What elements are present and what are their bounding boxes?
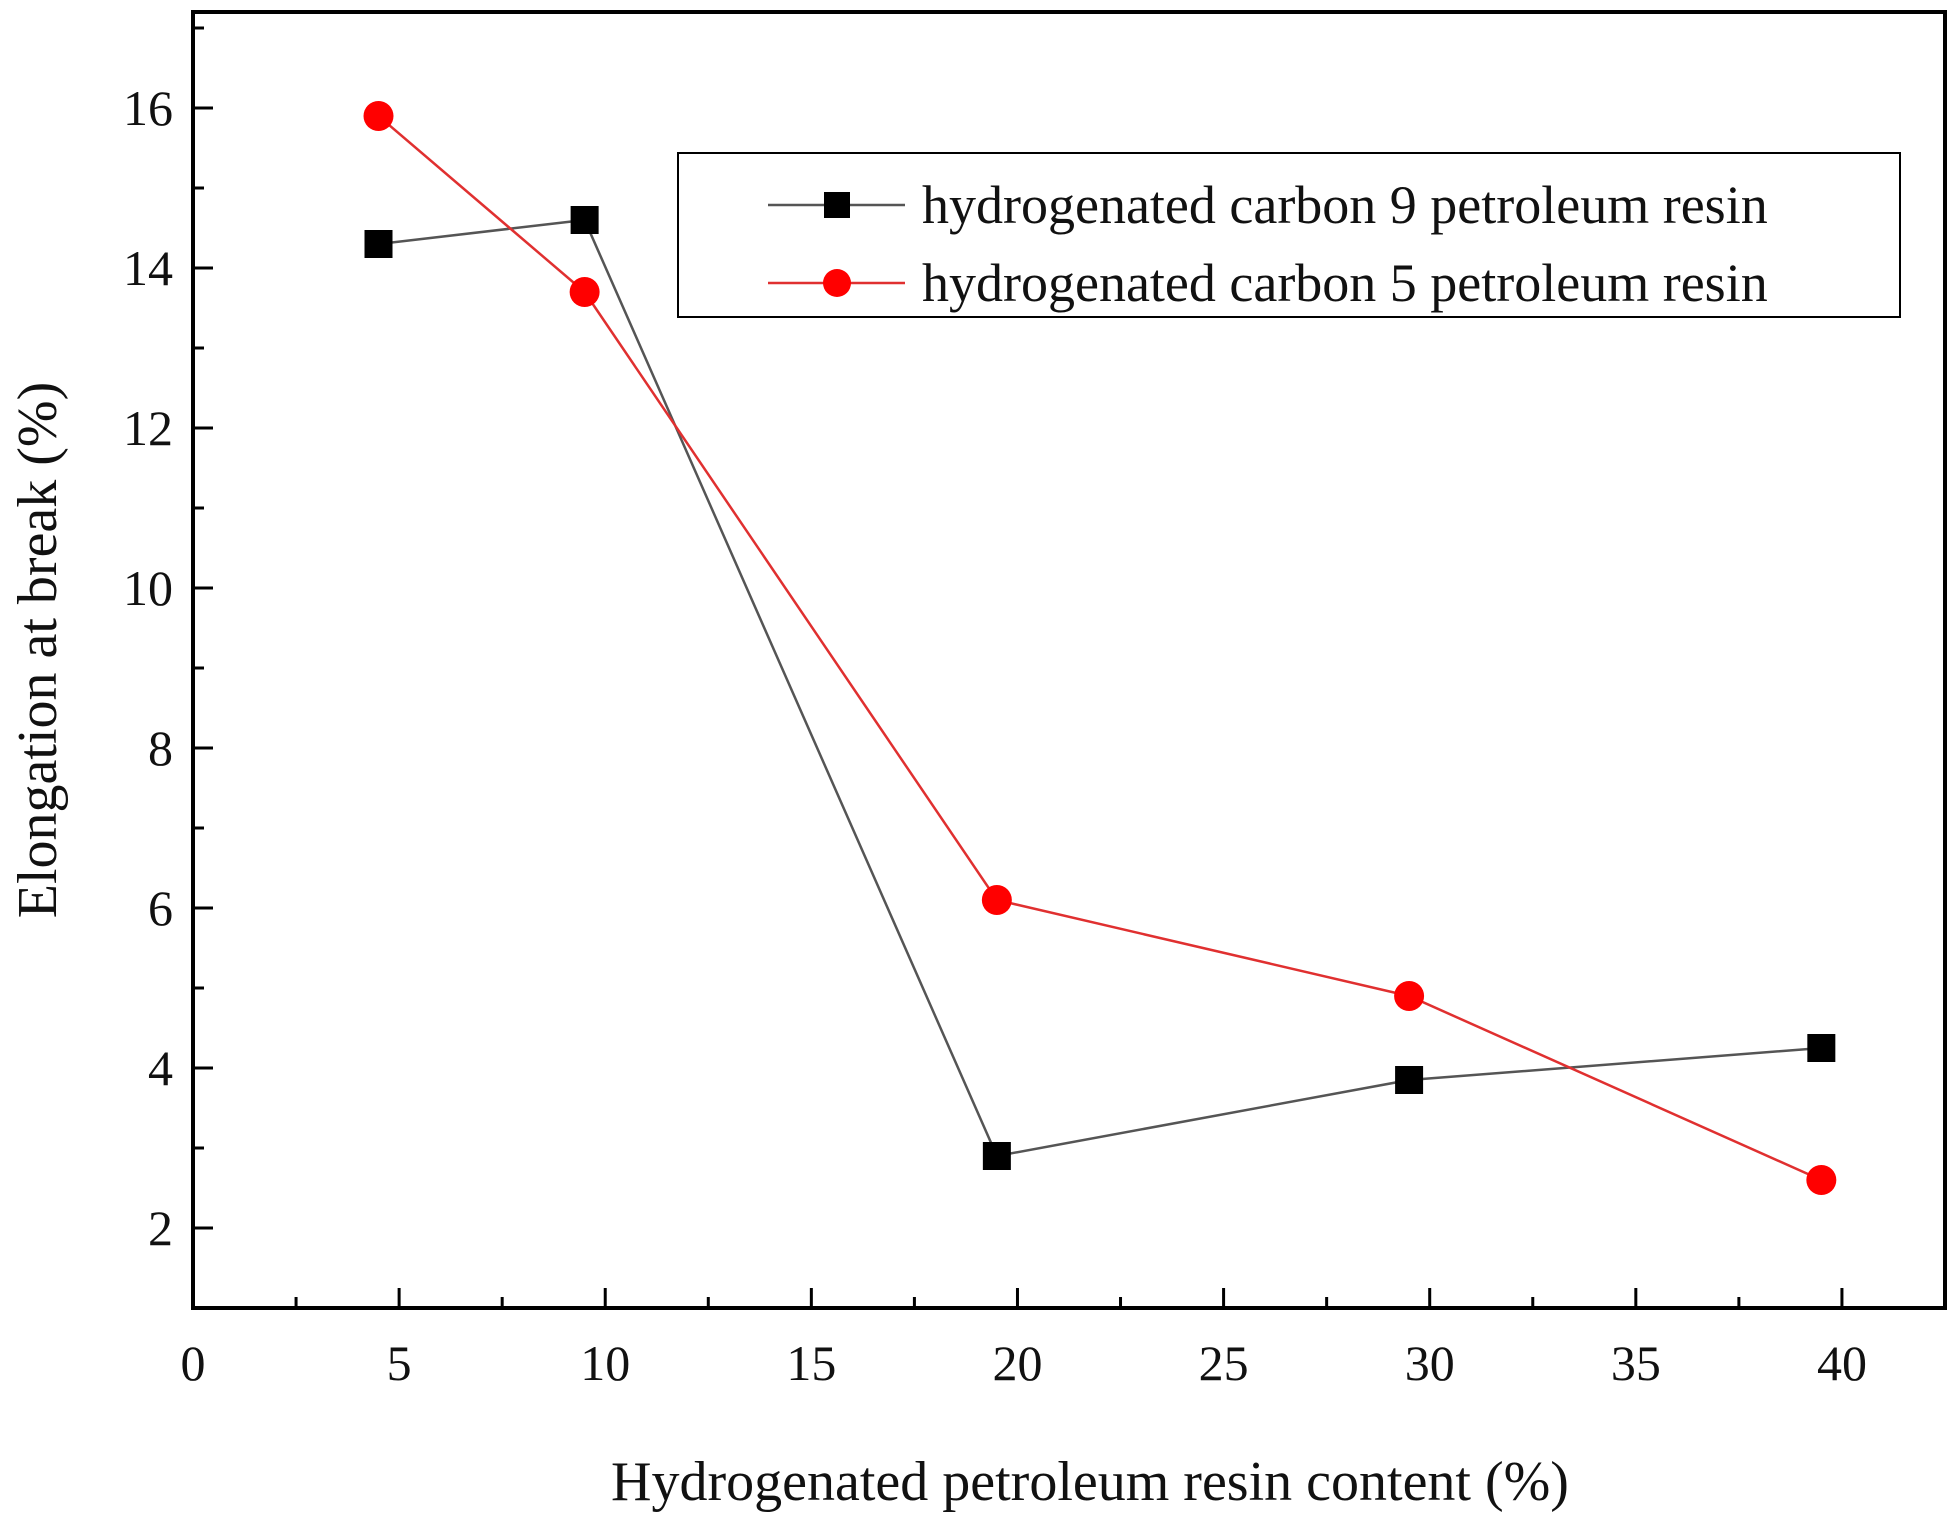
- data-point-square: [982, 1142, 1011, 1170]
- data-point-circle: [569, 277, 600, 307]
- legend: hydrogenated carbon 9 petroleum resin hy…: [677, 152, 1901, 318]
- y-tick-label: 16: [123, 80, 173, 136]
- y-tick-label: 4: [148, 1040, 173, 1096]
- x-tick-label: 25: [1199, 1335, 1249, 1391]
- x-axis: 0 5 10 15 20 25 30 35 40: [181, 1288, 1867, 1391]
- x-tick-label: 10: [580, 1335, 630, 1391]
- data-point-circle: [1394, 981, 1425, 1011]
- x-tick-label: 15: [786, 1335, 836, 1391]
- y-tick-label: 2: [148, 1200, 173, 1256]
- x-axis-title: Hydrogenated petroleum resin content (%): [611, 1451, 1569, 1513]
- y-axis: 2 4 6 8 10 12 14 16: [123, 26, 213, 1310]
- x-tick-label: 40: [1817, 1335, 1867, 1391]
- y-tick-label: 10: [123, 560, 173, 616]
- y-tick-label: 12: [123, 400, 173, 456]
- data-point-square: [1807, 1034, 1836, 1062]
- series-line-1: [378, 218, 1822, 1158]
- x-tick-label: 0: [181, 1335, 206, 1391]
- legend-marker-square: [824, 192, 850, 218]
- legend-label-series-1: hydrogenated carbon 9 petroleum resin: [922, 175, 1768, 235]
- data-point-circle: [981, 885, 1012, 915]
- x-tick-label: 20: [992, 1335, 1042, 1391]
- data-point-square: [1395, 1066, 1424, 1094]
- data-point-circle: [363, 101, 394, 131]
- x-tick-label: 5: [387, 1335, 412, 1391]
- y-axis-title: Elongation at break (%): [7, 382, 69, 918]
- legend-label-series-2: hydrogenated carbon 5 petroleum resin: [922, 253, 1768, 313]
- series-layer: [363, 101, 1837, 1195]
- data-point-square: [364, 230, 393, 258]
- data-point-circle: [1806, 1165, 1837, 1195]
- data-point-square: [570, 206, 599, 234]
- y-tick-label: 8: [148, 720, 173, 776]
- legend-marker-circle: [823, 269, 851, 297]
- x-tick-label: 35: [1611, 1335, 1661, 1391]
- x-tick-label: 30: [1405, 1335, 1455, 1391]
- plot-frame: [191, 10, 1947, 1310]
- y-tick-label: 6: [148, 880, 173, 936]
- legend-box: [677, 152, 1901, 318]
- y-tick-label: 14: [123, 240, 173, 296]
